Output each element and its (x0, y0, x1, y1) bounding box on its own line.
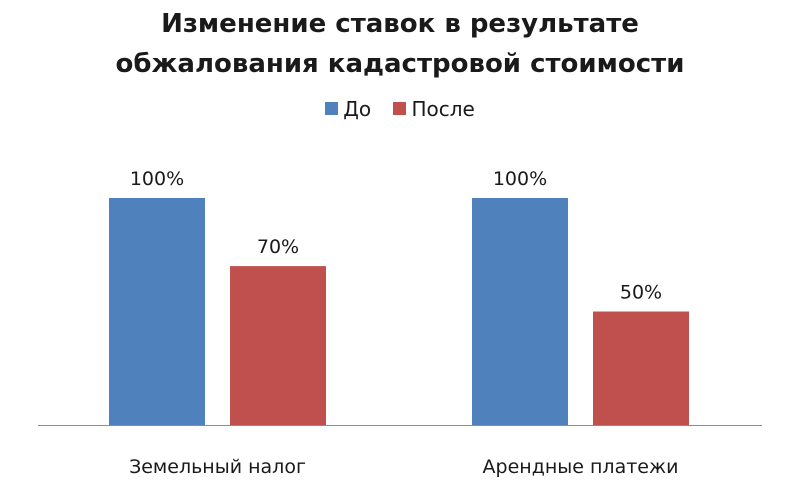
bar-1-0 (472, 198, 568, 425)
data-label-1-0: 100% (493, 168, 547, 190)
bar-1-1 (593, 311, 689, 425)
bar-0-0 (109, 198, 205, 425)
data-label-1-1: 50% (620, 282, 662, 304)
legend-label-posle: После (411, 96, 475, 121)
chart-title-line-2: обжалования кадастровой стоимости (115, 49, 685, 79)
bar-0-1 (230, 266, 326, 425)
chart-title-line-1: Изменение ставок в результате (161, 9, 639, 39)
category-label-1: Арендные платежи (483, 456, 679, 478)
data-label-0-1: 70% (257, 236, 299, 258)
legend-entry-do: До (325, 97, 371, 121)
legend-entry-posle: После (393, 96, 475, 121)
legend-swatch-do (325, 102, 339, 115)
category-label-0: Земельный налог (129, 456, 306, 478)
legend-label-do: До (343, 96, 372, 121)
chart-legend: До После (0, 96, 800, 121)
chart-title: Изменение ставок в результате обжаловани… (0, 4, 800, 84)
data-label-0-0: 100% (130, 168, 184, 190)
legend-swatch-posle (393, 102, 407, 115)
